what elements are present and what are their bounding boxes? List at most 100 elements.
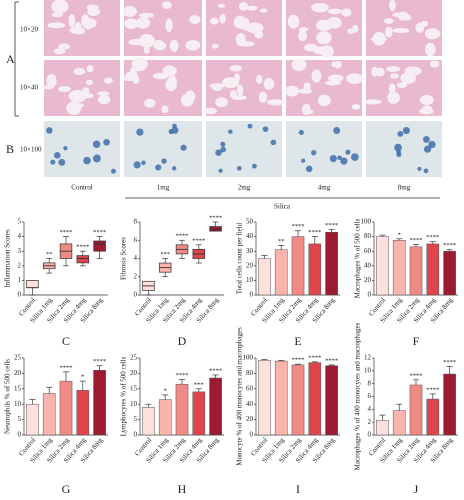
alveolus: [235, 32, 246, 47]
alveolus: [387, 91, 400, 104]
bar: [291, 236, 305, 296]
alveolus: [304, 43, 318, 52]
alveolus: [152, 72, 169, 80]
y-tick-label: 10: [130, 400, 138, 408]
alveolus: [209, 83, 225, 89]
alveolus: [311, 69, 322, 83]
significance: ****: [308, 354, 321, 361]
alveolus: [222, 77, 239, 88]
micrograph: [124, 121, 202, 177]
alveolus: [72, 103, 85, 108]
significance: ****: [192, 237, 205, 244]
alveolus: [144, 98, 156, 108]
bar: [192, 391, 206, 436]
y-tick-label: 80: [246, 369, 254, 377]
alveolus: [53, 48, 66, 55]
cell: [298, 129, 304, 136]
cell: [110, 168, 117, 174]
significance: *: [81, 374, 84, 381]
cell: [337, 155, 342, 161]
significance: ****: [410, 237, 423, 244]
alveolus: [229, 65, 242, 72]
bar: [274, 249, 288, 296]
cell: [350, 153, 359, 161]
significance: ****: [93, 358, 106, 365]
significance: ****: [443, 359, 456, 366]
alveolus: [153, 41, 167, 51]
bar: [274, 360, 288, 436]
cell: [228, 129, 233, 134]
panel-label: J: [414, 482, 419, 496]
magnification: 10×20: [20, 26, 38, 34]
cell: [133, 161, 141, 169]
significance: ****: [60, 364, 73, 371]
bar: [175, 383, 189, 436]
cell: [333, 127, 341, 134]
alveolus: [351, 104, 361, 110]
cell: [270, 139, 277, 146]
y-tick-label: 40: [246, 400, 254, 408]
significance: ****: [443, 242, 456, 249]
cell: [171, 166, 177, 171]
alveolus: [341, 8, 352, 17]
y-tick-label: 2: [368, 418, 372, 426]
y-tick-label: 20: [246, 415, 254, 423]
cell: [155, 164, 162, 171]
micrograph: [286, 121, 362, 177]
cell: [58, 158, 66, 166]
column-label: 8mg: [398, 184, 411, 192]
alveolus: [392, 28, 410, 34]
y-tick-label: 25: [14, 354, 22, 362]
significance: **: [278, 238, 285, 245]
cell: [220, 146, 227, 153]
alveolus: [320, 45, 334, 58]
y-axis-label: Macrophages % of 400 monocytes and macro…: [354, 322, 362, 470]
significance: ****: [426, 386, 439, 393]
y-tick-label: 10: [14, 400, 22, 408]
alveolus: [85, 79, 94, 86]
cell: [218, 168, 223, 173]
cell: [220, 141, 226, 147]
box: [26, 280, 39, 289]
cell: [161, 158, 167, 164]
panel-label: H: [178, 482, 187, 496]
alveolus: [215, 97, 229, 108]
cell: [63, 146, 68, 151]
y-tick-label: 20: [130, 369, 138, 377]
cell: [329, 155, 337, 163]
panel-label: D: [178, 334, 187, 348]
alveolus: [122, 5, 137, 17]
y-tick-label: 20: [364, 276, 372, 284]
significance: ****: [60, 229, 73, 236]
significance: *: [164, 387, 167, 394]
cell: [172, 123, 177, 129]
y-tick-label: 100: [243, 354, 254, 362]
cell: [423, 168, 429, 174]
alveolus: [390, 73, 399, 79]
alveolus: [303, 82, 311, 92]
y-tick-label: 30: [246, 247, 254, 255]
alveolus: [131, 57, 148, 72]
alveolus: [316, 31, 332, 45]
significance: ****: [176, 372, 189, 379]
y-tick-label: 50: [246, 218, 254, 226]
significance: ****: [410, 372, 423, 379]
y-tick-label: 40: [364, 261, 372, 269]
alveolus: [246, 22, 264, 34]
box: [93, 240, 106, 252]
cell: [103, 139, 110, 146]
cell: [345, 149, 351, 155]
group-label: Silica: [274, 203, 291, 211]
cell: [180, 144, 187, 151]
bar: [291, 364, 305, 436]
y-tick-label: 40: [246, 232, 254, 240]
alveolus: [383, 18, 394, 24]
significance: ****: [209, 214, 222, 221]
y-axis-label: Inflammation Scores: [4, 229, 12, 288]
alveolus: [189, 15, 201, 25]
bar: [258, 258, 271, 296]
y-axis-label: Fibrosis Scores: [120, 237, 128, 280]
alveolus: [185, 90, 196, 102]
cell: [397, 130, 404, 137]
